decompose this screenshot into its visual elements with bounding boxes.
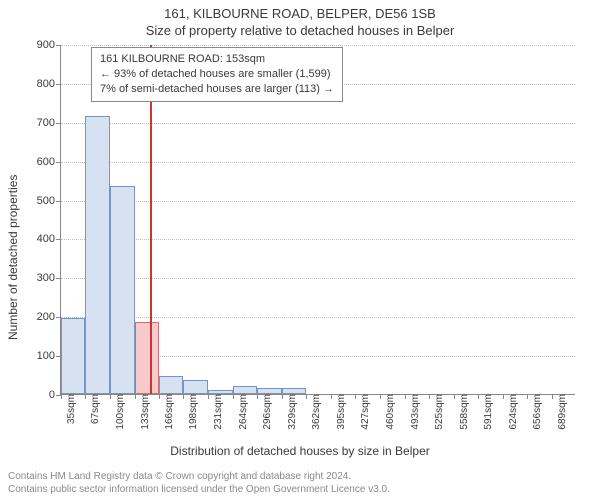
y-axis-label: Number of detached properties: [6, 175, 20, 340]
x-tick: [552, 394, 553, 399]
bar: [85, 116, 110, 394]
y-tick-label: 800: [37, 78, 61, 90]
x-tick-label: 525sqm: [432, 394, 445, 430]
x-tick: [331, 394, 332, 399]
x-tick: [233, 394, 234, 399]
x-tick: [306, 394, 307, 399]
x-tick: [61, 394, 62, 399]
y-tick-label: 600: [37, 156, 61, 168]
x-tick-label: 624sqm: [506, 394, 519, 430]
bar-target: [135, 322, 160, 394]
x-tick: [405, 394, 406, 399]
x-tick-label: 329sqm: [285, 394, 298, 430]
y-tick-label: 0: [49, 389, 61, 401]
x-tick: [110, 394, 111, 399]
bar: [233, 386, 257, 394]
y-tick-label: 500: [37, 195, 61, 207]
x-axis-label: Distribution of detached houses by size …: [0, 444, 600, 458]
plot-area: 010020030040050060070080090035sqm67sqm10…: [60, 45, 575, 395]
x-tick: [527, 394, 528, 399]
x-tick-label: 591sqm: [481, 394, 494, 430]
x-tick-label: 362sqm: [309, 394, 322, 430]
x-tick-label: 689sqm: [555, 394, 568, 430]
bar: [110, 186, 135, 394]
gridline: [61, 239, 575, 240]
annotation-line-2: ← 93% of detached houses are smaller (1,…: [100, 67, 334, 82]
x-tick: [257, 394, 258, 399]
x-tick-label: 460sqm: [383, 394, 396, 430]
y-tick-label: 400: [37, 233, 61, 245]
chart-container: 161, KILBOURNE ROAD, BELPER, DE56 1SB Si…: [0, 0, 600, 500]
x-tick: [159, 394, 160, 399]
x-tick-label: 166sqm: [162, 394, 175, 430]
annotation-line-1: 161 KILBOURNE ROAD: 153sqm: [100, 52, 334, 67]
x-tick: [135, 394, 136, 399]
x-tick-label: 67sqm: [88, 394, 101, 424]
x-tick-label: 100sqm: [113, 394, 126, 430]
annotation-box: 161 KILBOURNE ROAD: 153sqm ← 93% of deta…: [91, 47, 343, 102]
y-tick-label: 300: [37, 272, 61, 284]
x-tick-label: 35sqm: [64, 394, 77, 424]
gridline: [61, 201, 575, 202]
footer-attribution: Contains HM Land Registry data © Crown c…: [8, 470, 592, 496]
x-tick: [503, 394, 504, 399]
gridline: [61, 162, 575, 163]
x-tick: [282, 394, 283, 399]
y-tick-label: 700: [37, 117, 61, 129]
x-tick: [208, 394, 209, 399]
y-tick-label: 900: [37, 39, 61, 51]
gridline: [61, 45, 575, 46]
page-title: 161, KILBOURNE ROAD, BELPER, DE56 1SB: [0, 0, 600, 21]
x-tick-label: 133sqm: [138, 394, 151, 430]
x-tick: [85, 394, 86, 399]
y-tick-label: 200: [37, 311, 61, 323]
x-tick: [429, 394, 430, 399]
x-tick: [478, 394, 479, 399]
x-tick: [355, 394, 356, 399]
footer-line-2: Contains public sector information licen…: [8, 483, 592, 496]
x-tick-label: 231sqm: [211, 394, 224, 430]
gridline: [61, 317, 575, 318]
bar: [61, 318, 85, 394]
gridline: [61, 123, 575, 124]
gridline: [61, 278, 575, 279]
x-tick-label: 427sqm: [358, 394, 371, 430]
annotation-line-3: 7% of semi-detached houses are larger (1…: [100, 82, 334, 97]
x-tick-label: 558sqm: [457, 394, 470, 430]
x-tick-label: 296sqm: [260, 394, 273, 430]
bar: [159, 376, 183, 394]
x-tick-label: 656sqm: [530, 394, 543, 430]
x-tick-label: 395sqm: [334, 394, 347, 430]
x-tick: [380, 394, 381, 399]
x-tick: [454, 394, 455, 399]
chart-subtitle: Size of property relative to detached ho…: [0, 21, 600, 38]
x-tick-label: 198sqm: [186, 394, 199, 430]
x-tick-label: 264sqm: [236, 394, 249, 430]
y-tick-label: 100: [37, 350, 61, 362]
x-tick-label: 493sqm: [408, 394, 421, 430]
footer-line-1: Contains HM Land Registry data © Crown c…: [8, 470, 592, 483]
bar: [183, 380, 208, 394]
x-tick: [183, 394, 184, 399]
